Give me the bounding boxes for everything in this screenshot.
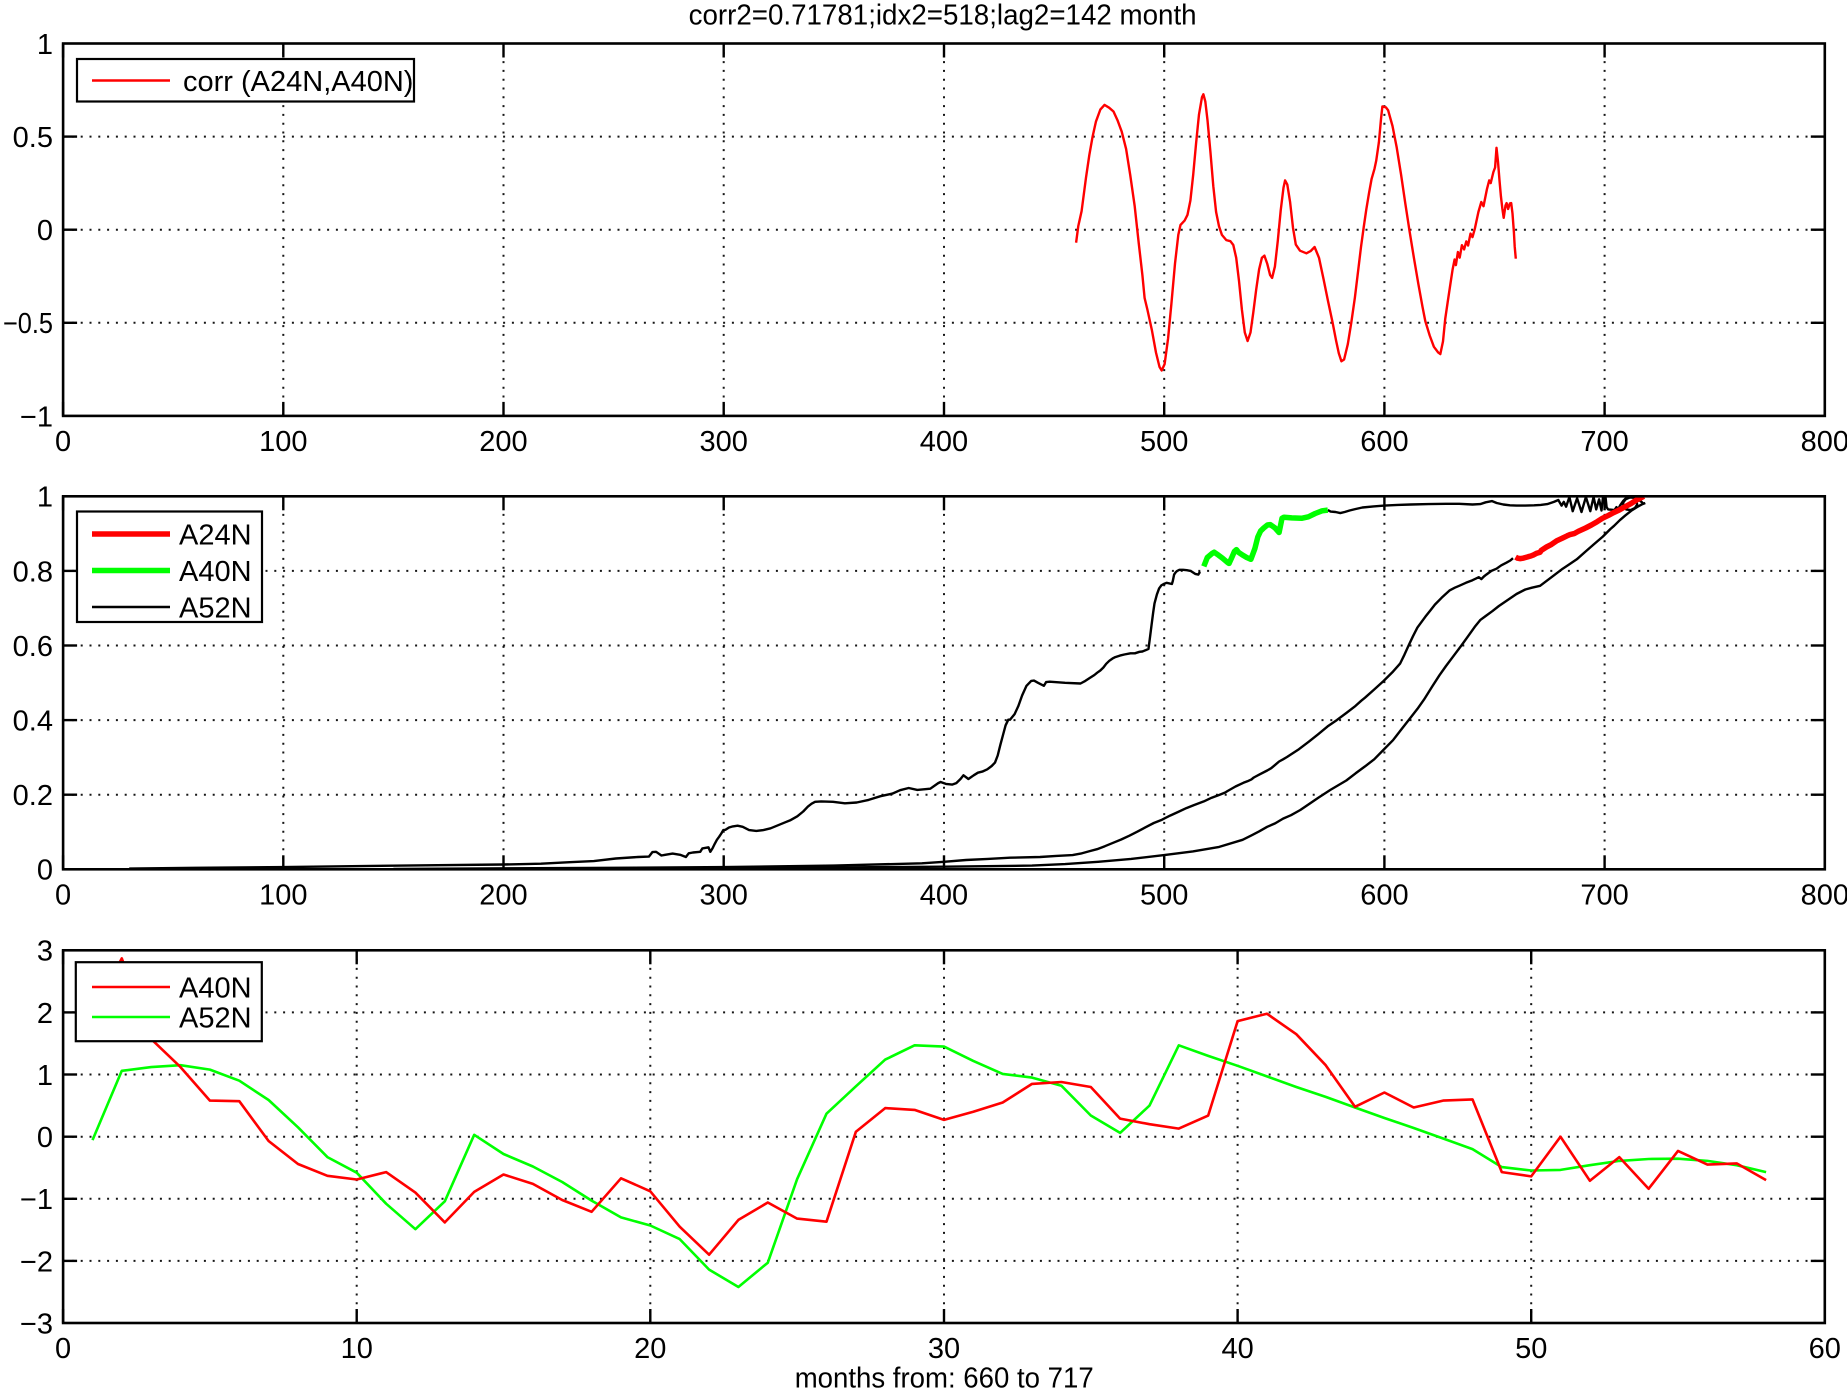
svg-text:600: 600 [1360,879,1408,911]
svg-text:0.2: 0.2 [13,780,53,812]
svg-text:1: 1 [37,1060,53,1092]
svg-text:A52N: A52N [179,1002,252,1034]
svg-text:200: 200 [479,426,527,458]
svg-text:0.5: 0.5 [13,122,53,154]
svg-text:800: 800 [1801,426,1847,458]
svg-text:−1: −1 [20,401,53,433]
svg-text:months from: 660 to 717: months from: 660 to 717 [795,1363,1094,1392]
svg-text:A24N: A24N [179,519,252,551]
svg-text:600: 600 [1360,426,1408,458]
svg-text:−1: −1 [20,1184,53,1216]
svg-text:20: 20 [634,1333,666,1365]
svg-text:40: 40 [1221,1333,1253,1365]
svg-text:2: 2 [37,998,53,1030]
svg-text:corr (A24N,A40N): corr (A24N,A40N) [183,66,413,98]
svg-text:0.8: 0.8 [13,556,53,588]
svg-text:300: 300 [700,879,748,911]
svg-text:0.6: 0.6 [13,631,53,663]
svg-text:0.4: 0.4 [13,706,53,738]
svg-text:800: 800 [1801,879,1847,911]
svg-text:0: 0 [37,215,53,247]
svg-text:100: 100 [259,426,307,458]
svg-text:−2: −2 [20,1246,53,1278]
svg-text:A40N: A40N [179,556,252,588]
svg-text:300: 300 [700,426,748,458]
svg-text:700: 700 [1580,879,1628,911]
svg-text:500: 500 [1140,879,1188,911]
svg-text:0: 0 [55,426,71,458]
svg-text:−0.5: −0.5 [3,308,53,340]
svg-text:500: 500 [1140,426,1188,458]
svg-text:0: 0 [37,855,53,887]
svg-text:1: 1 [37,482,53,514]
svg-text:200: 200 [479,879,527,911]
svg-text:60: 60 [1809,1333,1841,1365]
svg-text:0: 0 [37,1122,53,1154]
svg-text:400: 400 [920,879,968,911]
svg-text:0: 0 [55,879,71,911]
svg-text:−3: −3 [20,1308,53,1340]
svg-text:30: 30 [928,1333,960,1365]
svg-text:corr2=0.71781;idx2=518;lag2=14: corr2=0.71781;idx2=518;lag2=142 month [689,0,1197,32]
svg-text:700: 700 [1580,426,1628,458]
svg-text:1: 1 [37,29,53,61]
svg-text:400: 400 [920,426,968,458]
svg-text:100: 100 [259,879,307,911]
svg-text:A40N: A40N [179,972,252,1004]
svg-text:50: 50 [1515,1333,1547,1365]
svg-text:A52N: A52N [179,592,252,624]
svg-text:0: 0 [55,1333,71,1365]
svg-text:3: 3 [37,936,53,968]
svg-text:10: 10 [341,1333,373,1365]
